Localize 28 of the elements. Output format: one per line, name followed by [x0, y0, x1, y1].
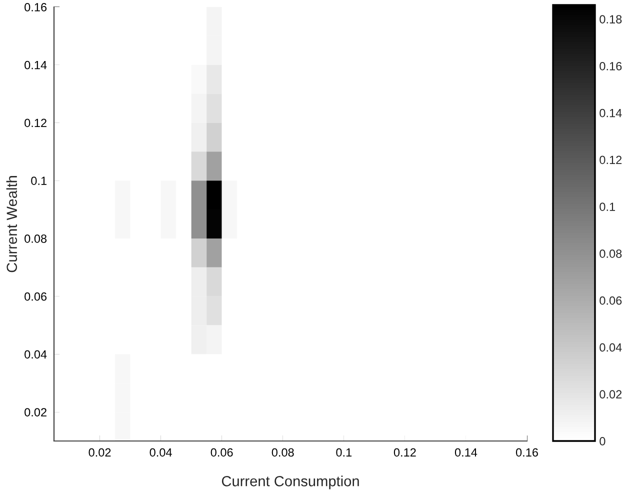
y-tick-label: 0.02 — [24, 408, 46, 416]
color-bar-label: 0.14 — [600, 108, 622, 118]
color-bar-label: 0.16 — [600, 62, 622, 70]
x-tick-label: 0.04 — [150, 448, 172, 457]
y-tick-label: 0.1 — [31, 176, 46, 185]
x-tick-label: 0.16 — [516, 448, 538, 457]
color-bar-label: 0.06 — [600, 296, 622, 305]
y-tick-label: 0.14 — [24, 60, 47, 70]
x-tick-label: 0.1 — [336, 448, 352, 457]
color-bar-label: 0.04 — [600, 343, 622, 352]
color-bar-label: 0 — [600, 437, 606, 446]
color-bar-label: 0.08 — [600, 250, 622, 258]
x-tick-label: 0.12 — [394, 448, 416, 457]
y-tick-label: 0.06 — [24, 292, 47, 301]
y-tick-label: 0.16 — [24, 3, 47, 12]
x-axis-title: Current Consumption — [222, 476, 359, 490]
y-tick-label: 0.04 — [24, 350, 47, 359]
color-bar-label: 0.02 — [600, 390, 622, 399]
y-tick-label: 0.08 — [24, 234, 47, 243]
x-tick-label: 0.06 — [210, 448, 233, 457]
color-bar-label: 0.12 — [600, 156, 622, 164]
x-tick-label: 0.14 — [454, 448, 478, 457]
color-bar-label: 0.18 — [600, 15, 622, 24]
y-axis-title: Current Wealth — [6, 176, 18, 272]
y-tick-label: 0.12 — [24, 118, 46, 128]
x-tick-label: 0.08 — [272, 448, 294, 457]
x-tick-label: 0.02 — [88, 448, 111, 457]
color-bar-label: 0.1 — [600, 202, 615, 211]
